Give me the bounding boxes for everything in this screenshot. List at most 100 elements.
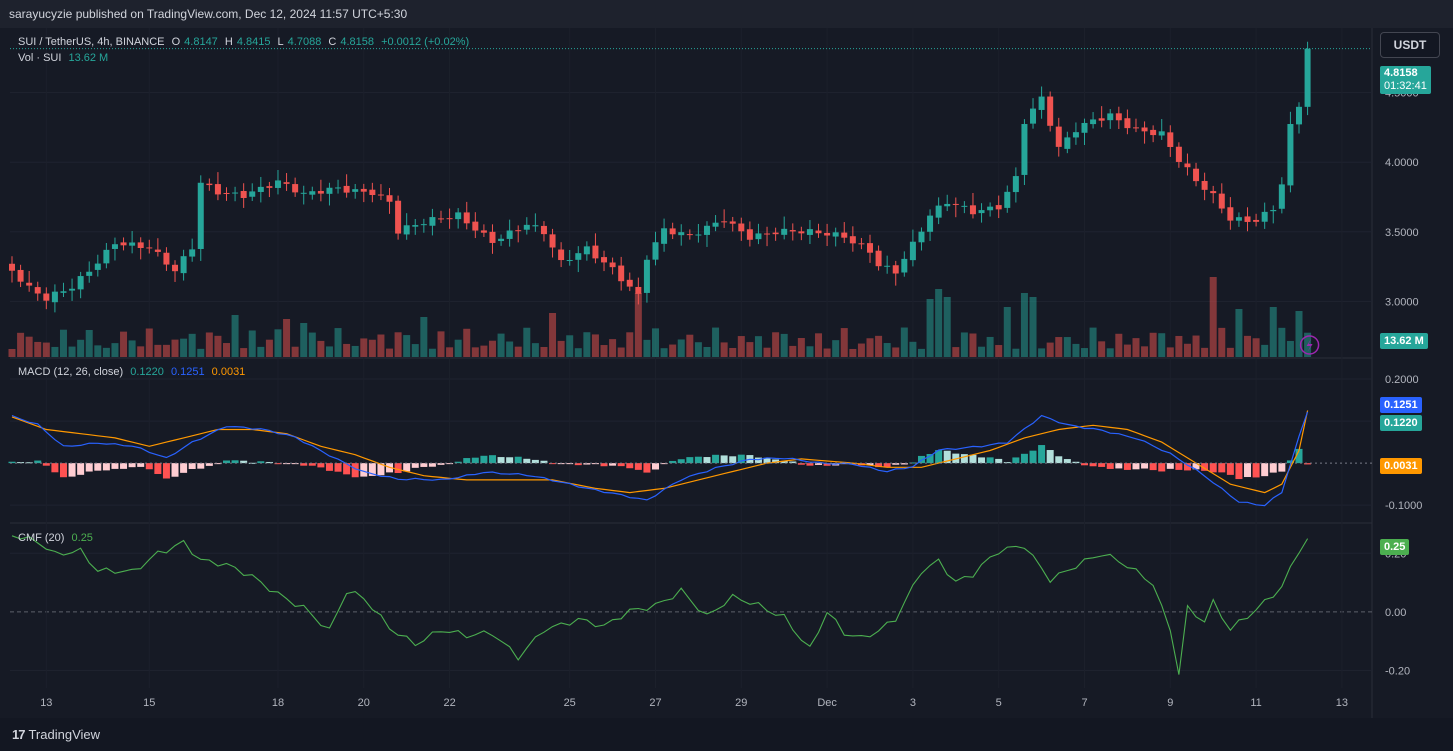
candle <box>789 230 796 232</box>
macd-histogram-bar <box>1226 463 1234 475</box>
volume-bar <box>832 340 840 357</box>
volume-bar <box>703 346 711 357</box>
macd-histogram-bar <box>42 463 50 466</box>
candle <box>849 236 856 244</box>
volume-bar <box>1166 347 1174 357</box>
candle <box>69 288 76 291</box>
macd-histogram-bar <box>231 460 239 464</box>
cmf-axis-tick: -0.20 <box>1385 665 1410 677</box>
candle <box>540 225 547 235</box>
macd-histogram-bar <box>729 456 737 464</box>
chart-frame[interactable]: 4.50004.00003.50003.00000.20000.1000-0.1… <box>0 28 1453 718</box>
volume-bar <box>617 347 625 357</box>
volume-bar <box>446 347 454 357</box>
macd-legend[interactable]: MACD (12, 26, close) 0.1220 0.1251 0.003… <box>18 366 249 378</box>
macd-histogram-bar <box>274 463 282 465</box>
volume-bar <box>188 333 196 357</box>
macd-histogram-bar <box>334 463 342 472</box>
volume-bar <box>643 339 651 357</box>
volume-bar <box>1038 348 1046 357</box>
last-price-value: 4.8158 <box>1384 67 1418 79</box>
volume-bar <box>145 328 153 357</box>
time-axis-tick: Dec <box>817 697 837 709</box>
candle <box>506 230 513 239</box>
macd-histogram-bar <box>1081 463 1088 466</box>
candle <box>1270 210 1277 212</box>
volume-bar <box>857 343 865 357</box>
macd-histogram-bar <box>694 456 702 464</box>
symbol-name[interactable]: SUI / TetherUS, 4h, BINANCE <box>18 36 165 48</box>
candle <box>103 249 110 264</box>
volume-bar <box>557 340 565 357</box>
volume-bar <box>634 293 642 357</box>
volume-bar <box>85 329 93 357</box>
cmf-tag: 0.25 <box>1380 539 1410 555</box>
volume-bar <box>780 333 788 357</box>
macd-histogram-bar <box>1295 448 1303 464</box>
volume-bar <box>720 342 728 357</box>
volume-bar <box>1235 309 1243 357</box>
macd-histogram-bar <box>34 460 42 464</box>
volume-bar <box>137 346 145 357</box>
candle <box>1193 168 1200 182</box>
time-axis-tick: 5 <box>996 697 1002 709</box>
volume-bar <box>300 323 308 357</box>
candle <box>180 256 187 274</box>
macd-histogram-bar <box>394 463 402 474</box>
macd-histogram-bar <box>51 463 59 473</box>
candle <box>1012 176 1019 193</box>
volume-bar <box>866 338 874 357</box>
volume-bar <box>94 345 102 357</box>
candle <box>1081 122 1088 133</box>
candle <box>523 224 530 230</box>
chart-canvas[interactable]: 4.50004.00003.50003.00000.20000.1000-0.1… <box>0 28 1453 718</box>
candle <box>189 249 196 257</box>
volume-bar <box>935 289 943 357</box>
macd-histogram-bar <box>583 463 591 465</box>
volume-bar <box>772 332 780 357</box>
macd-histogram-bar <box>969 454 977 464</box>
macd-histogram-bar <box>626 463 634 469</box>
candle <box>172 264 179 272</box>
volume-bar <box>952 347 960 357</box>
candle <box>746 229 753 240</box>
candle <box>772 232 779 235</box>
candle <box>1107 113 1114 121</box>
macd-histogram-bar <box>1286 460 1294 464</box>
volume-bar <box>368 339 376 357</box>
volume-legend[interactable]: Vol · SUI 13.62 M <box>18 52 112 64</box>
symbol-legend[interactable]: SUI / TetherUS, 4h, BINANCE O 4.8147 H 4.8… <box>18 36 473 48</box>
volume-bar <box>231 315 239 357</box>
candle <box>643 259 650 293</box>
macd-histogram-bar <box>1209 463 1217 473</box>
macd-value-hist: 0.0031 <box>211 366 246 378</box>
cmf-legend[interactable]: CMF (20) 0.25 <box>18 532 97 544</box>
currency-button[interactable]: USDT <box>1380 32 1440 58</box>
macd-histogram-bar <box>883 463 891 468</box>
macd-histogram-bar <box>1098 463 1106 467</box>
macd-histogram-bar <box>214 463 222 465</box>
macd-histogram-bar <box>926 454 934 464</box>
high-value: 4.8415 <box>236 36 271 48</box>
tradingview-brand[interactable]: 17 TradingView <box>12 727 100 742</box>
macd-histogram-bar <box>797 463 805 465</box>
candle <box>1167 132 1174 147</box>
macd-histogram-bar <box>1132 463 1140 470</box>
cmf-axis-tick: 0.00 <box>1385 607 1406 619</box>
macd-histogram-bar <box>145 463 153 470</box>
candle <box>455 212 462 220</box>
volume-bar <box>754 336 762 357</box>
candle <box>1115 113 1122 121</box>
macd-histogram-bar <box>497 457 505 464</box>
candle <box>1304 48 1311 107</box>
macd-histogram-bar <box>772 459 780 464</box>
macd-histogram-bar <box>85 463 93 472</box>
candle <box>489 231 496 243</box>
candle <box>1090 119 1097 125</box>
macd-hist-tag: 0.0031 <box>1380 458 1422 474</box>
price-axis-tick: 3.5000 <box>1385 227 1419 239</box>
macd-histogram-bar <box>566 463 574 465</box>
macd-histogram-bar <box>900 463 908 465</box>
volume-bar <box>1115 333 1123 357</box>
macd-histogram-bar <box>686 457 694 464</box>
